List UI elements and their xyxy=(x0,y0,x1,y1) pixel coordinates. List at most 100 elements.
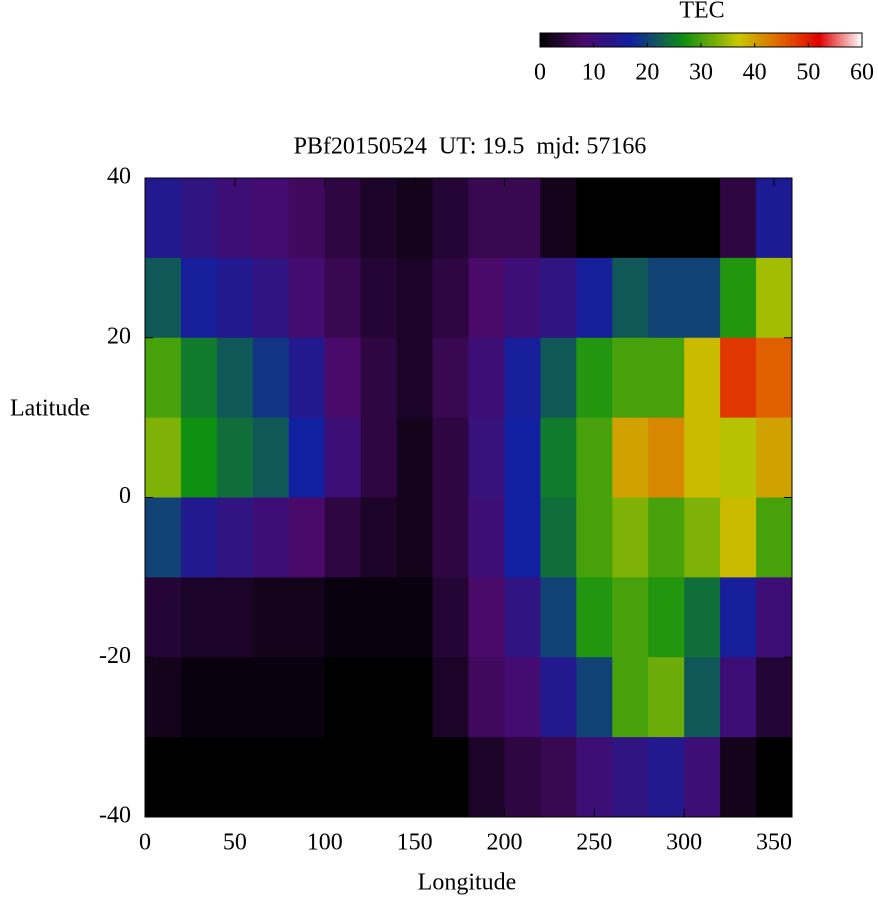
heat-cell xyxy=(684,497,721,578)
y-tick-label: -20 xyxy=(99,643,131,669)
heat-cell xyxy=(504,737,541,818)
heat-cell xyxy=(252,257,290,339)
heat-cell xyxy=(432,737,469,818)
heat-cell xyxy=(540,178,577,259)
heat-cell xyxy=(648,257,685,339)
heat-cell xyxy=(180,737,218,818)
heat-cell xyxy=(288,178,326,259)
heat-cell xyxy=(432,257,469,339)
heat-cell xyxy=(468,417,505,498)
heat-cell xyxy=(324,337,362,419)
heat-cell xyxy=(576,417,613,498)
heat-cell xyxy=(324,497,362,578)
heat-cell xyxy=(684,417,721,498)
heat-cell xyxy=(648,657,685,738)
heat-cell xyxy=(180,577,218,658)
heat-cell xyxy=(360,737,398,818)
colorbar-tick-label: 20 xyxy=(635,60,659,86)
heat-cell xyxy=(576,178,613,259)
heat-cell xyxy=(252,337,290,419)
heat-cell xyxy=(720,257,757,339)
heat-cell xyxy=(360,577,398,658)
heat-cell xyxy=(576,497,613,578)
heat-cell xyxy=(756,257,793,339)
heat-cell xyxy=(324,657,362,738)
heat-cell xyxy=(540,337,577,419)
heat-cell xyxy=(180,417,218,498)
x-tick-label: 150 xyxy=(397,830,433,856)
heat-cell xyxy=(145,337,182,419)
heat-cell xyxy=(720,577,757,658)
heat-cell xyxy=(648,577,685,658)
heat-cell xyxy=(540,497,577,578)
colorbar-tick-label: 0 xyxy=(534,60,546,86)
heat-cell xyxy=(288,417,326,498)
heat-cell xyxy=(324,417,362,498)
heat-cell xyxy=(396,337,434,419)
heat-cell xyxy=(684,657,721,738)
heat-cell xyxy=(396,577,434,658)
heat-cell xyxy=(288,577,326,658)
colorbar-tick-label: 60 xyxy=(850,60,874,86)
heat-cell xyxy=(756,577,793,658)
heat-cell xyxy=(756,737,793,818)
heat-cell xyxy=(145,178,182,259)
heat-cell xyxy=(180,337,218,419)
heat-cell xyxy=(324,577,362,658)
heat-cell xyxy=(756,657,793,738)
heat-cell xyxy=(216,497,254,578)
heat-cell xyxy=(468,257,505,339)
x-tick-label: 0 xyxy=(139,830,151,856)
heat-cell xyxy=(684,178,721,259)
x-tick-label: 200 xyxy=(486,830,522,856)
heat-cell xyxy=(576,657,613,738)
heat-cell xyxy=(612,337,649,419)
heat-cell xyxy=(720,417,757,498)
heat-cell xyxy=(576,257,613,339)
heat-cell xyxy=(252,178,290,259)
heat-cell xyxy=(288,337,326,419)
heat-cell xyxy=(756,178,793,259)
heat-cell xyxy=(432,178,469,259)
y-tick-label: 40 xyxy=(107,164,131,190)
heat-cell xyxy=(504,257,541,339)
x-tick-label: 300 xyxy=(666,830,702,856)
heat-cell xyxy=(324,257,362,339)
heat-cell xyxy=(324,178,362,259)
heat-cell xyxy=(252,737,290,818)
heat-cell xyxy=(396,657,434,738)
x-tick-label: 350 xyxy=(756,830,792,856)
heat-cell xyxy=(432,657,469,738)
heat-cell xyxy=(612,178,649,259)
heat-cell xyxy=(504,417,541,498)
colorbar-tick-label: 50 xyxy=(796,60,820,86)
heat-cell xyxy=(612,417,649,498)
y-tick-label: -40 xyxy=(99,803,131,829)
heat-cell xyxy=(252,577,290,658)
heat-cell xyxy=(720,657,757,738)
heat-cell xyxy=(540,257,577,339)
heat-cell xyxy=(504,577,541,658)
heat-cell xyxy=(360,417,398,498)
heat-cell xyxy=(216,657,254,738)
heat-cell xyxy=(145,257,182,339)
heat-cell xyxy=(396,417,434,498)
heat-cell xyxy=(432,577,469,658)
heat-cell xyxy=(468,577,505,658)
heat-cell xyxy=(180,497,218,578)
heat-cell xyxy=(180,257,218,339)
heat-cell xyxy=(288,737,326,818)
heat-cell xyxy=(145,497,182,578)
heat-cell xyxy=(216,737,254,818)
heat-cell xyxy=(720,337,757,419)
x-tick-label: 250 xyxy=(576,830,612,856)
heat-cell xyxy=(396,178,434,259)
heat-cell xyxy=(648,417,685,498)
heat-cell xyxy=(684,737,721,818)
heat-cell xyxy=(360,337,398,419)
heat-cell xyxy=(252,497,290,578)
heat-cell xyxy=(180,657,218,738)
x-tick-label: 100 xyxy=(307,830,343,856)
heat-cell xyxy=(684,257,721,339)
